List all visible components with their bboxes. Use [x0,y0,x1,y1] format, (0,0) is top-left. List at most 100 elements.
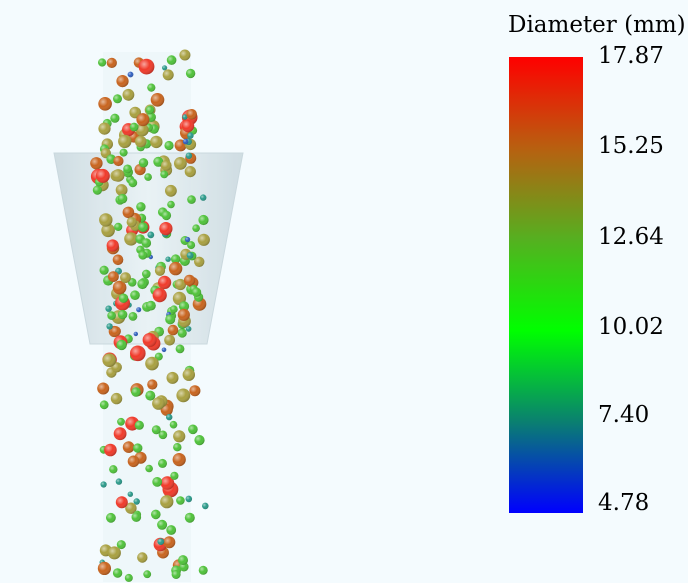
particle-highlight [146,300,156,311]
particle-highlight [106,323,113,330]
particle-highlight [161,160,172,171]
particle-highlight [158,458,167,468]
particle-highlight [107,546,121,560]
particle-layer [90,49,210,582]
particle-highlight [162,69,174,81]
particle-highlight [165,184,177,197]
particle-highlight [137,278,148,290]
particle-highlight [99,213,113,227]
particle-highlight [151,509,161,520]
particle-highlight [108,271,119,282]
particle-highlight [98,122,111,135]
particle-highlight [134,420,144,430]
particle-highlight [158,275,172,289]
particle-highlight [165,314,176,325]
particle-highlight [122,206,135,219]
particle-highlight [136,113,150,127]
particle-highlight [100,481,107,488]
particle-highlight [174,278,186,291]
particle-highlight [117,193,128,204]
particle-highlight [175,344,185,354]
particle-highlight [129,122,139,132]
particle-highlight [99,400,109,410]
particle-highlight [198,565,208,575]
colorbar-tick-label: 7.40 [598,402,650,428]
particle-highlight [119,148,128,157]
particle-highlight [177,308,190,321]
particle-highlight [141,238,152,248]
particle-highlight [110,326,121,337]
particle-highlight [97,561,111,576]
particle-highlight [150,93,165,107]
particle-highlight [154,265,166,276]
particle-highlight [110,113,120,123]
particle-highlight [133,498,140,505]
colorbar-tick-label: 17.87 [598,43,664,69]
particle-highlight [178,301,190,312]
particle-highlight [161,347,167,353]
particle-highlight [189,385,201,397]
particle-highlight [194,256,205,267]
particle-highlight [165,256,171,262]
particle-highlight [120,272,131,283]
particle-highlight [157,519,168,530]
particle-highlight [145,390,156,401]
particle-highlight [130,345,146,362]
particle-highlight [145,105,155,115]
particle-highlight [172,453,186,467]
particle-highlight [117,309,128,320]
particle-highlight [109,465,118,474]
colorbar-tick-label: 15.25 [598,133,664,159]
particle-highlight [131,387,141,397]
particle-highlight [112,254,124,266]
particle-highlight [173,443,182,452]
particle-highlight [154,352,163,361]
particle-highlight [106,239,119,252]
particle-highlight [182,138,189,145]
particle-highlight [115,478,123,485]
particle-highlight [163,536,176,549]
particle-highlight [162,65,168,71]
particle-highlight [160,476,175,490]
particle-highlight [186,252,194,259]
particle-highlight [133,443,143,453]
particle-highlight [169,420,178,429]
particle-highlight [151,425,161,435]
particle-highlight [138,58,155,75]
particle-highlight [124,573,133,582]
particle-highlight [125,502,137,514]
particle-highlight [181,119,195,133]
particle-highlight [157,538,165,545]
particle-highlight [138,158,149,168]
particle-highlight [145,356,159,371]
particle-highlight [97,382,110,395]
particle-highlight [182,114,188,120]
particle-highlight [115,496,128,509]
colorbar-tick-label: 10.02 [598,314,664,340]
particle-highlight [147,379,158,390]
particle-highlight [164,334,176,346]
particle-highlight [127,71,134,78]
particle-highlight [147,83,156,92]
particle-highlight [122,441,135,453]
particle-highlight [90,157,103,170]
particle-highlight [104,443,117,457]
particle-highlight [171,570,181,579]
particle-highlight [113,155,124,167]
particle-highlight [176,496,185,505]
particle-highlight [116,339,127,351]
particle-highlight [173,430,186,443]
particle-highlight [110,392,123,405]
particle-highlight [185,236,191,243]
particle-highlight [138,250,148,260]
particle-highlight [142,269,151,279]
particle-highlight [164,140,174,151]
particle-highlight [92,185,102,195]
particle-highlight [98,97,112,111]
particle-highlight [134,135,147,148]
particle-highlight [136,307,142,313]
particle-highlight [147,231,155,239]
particle-highlight [127,455,140,468]
particle-highlight [131,512,142,522]
particle-highlight [160,170,169,179]
